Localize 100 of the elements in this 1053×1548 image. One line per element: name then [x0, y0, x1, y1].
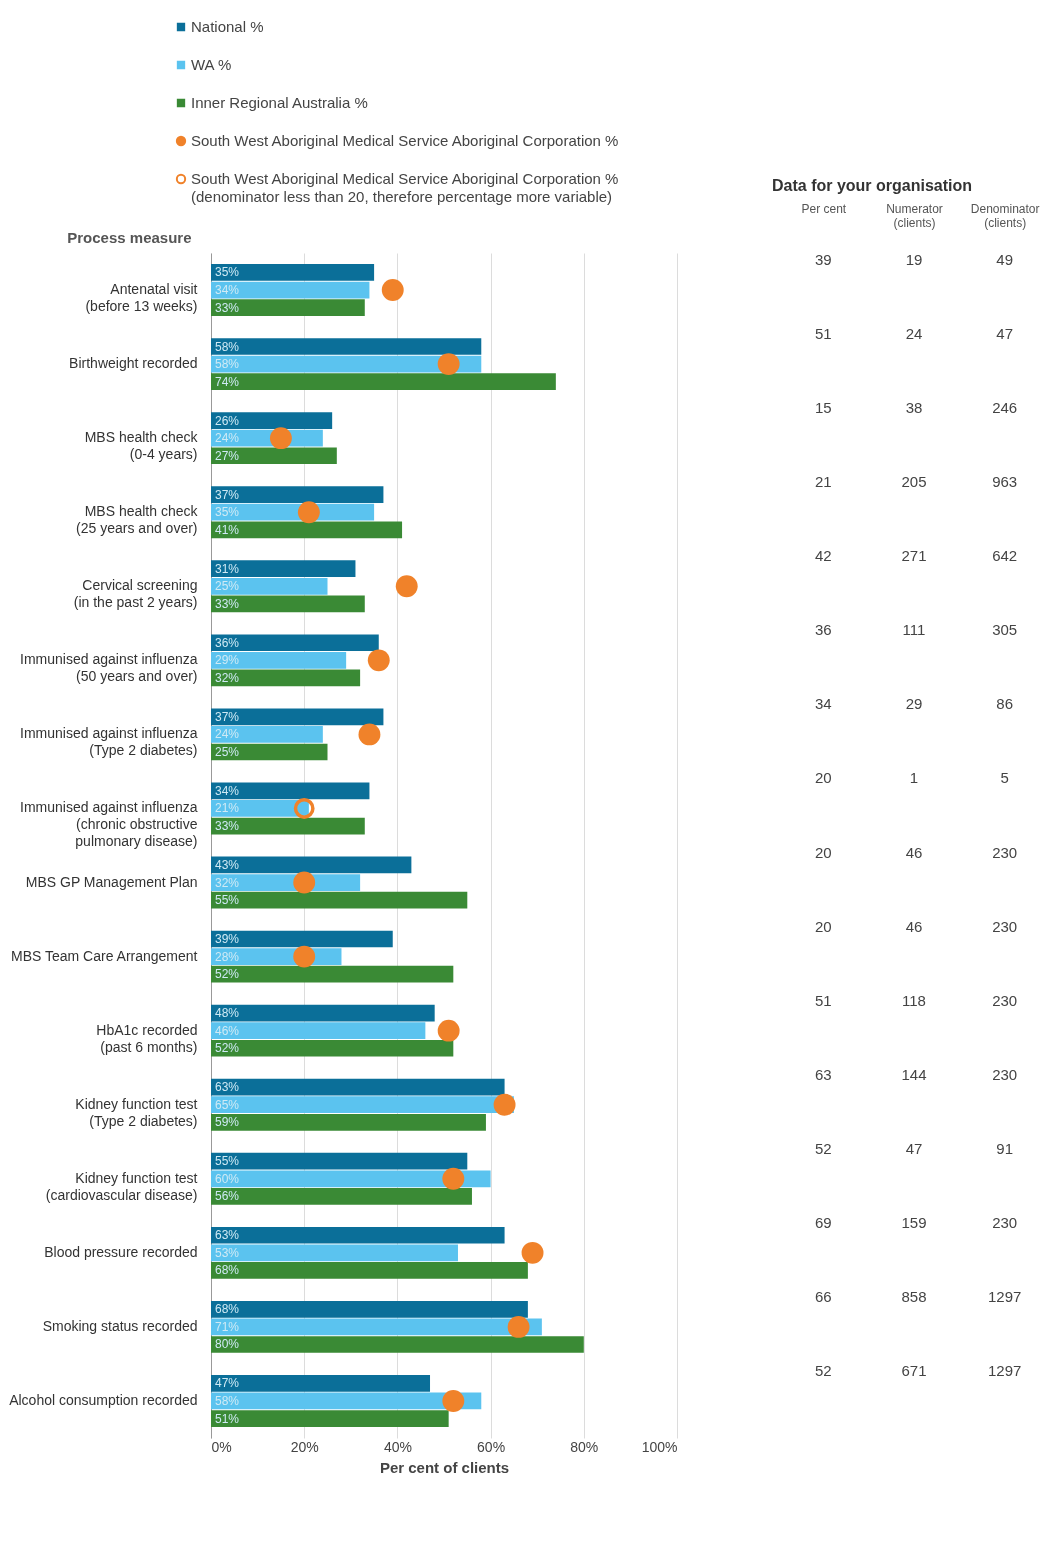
text: 230 [992, 991, 1018, 1009]
data-label: 32% [215, 875, 240, 890]
text: 63 [814, 1065, 832, 1083]
data-label: 35% [215, 265, 240, 280]
category-label: Numerator (clients) [886, 201, 943, 230]
text: 49 [996, 251, 1014, 269]
text: 46 [905, 843, 923, 861]
data-label: 80% [215, 1337, 240, 1352]
point [442, 1167, 465, 1190]
data-label: 33% [215, 300, 240, 315]
text: 205 [901, 473, 927, 491]
data-label: 31% [215, 561, 240, 576]
text: 69 [814, 1213, 832, 1231]
data-label: 55% [215, 1154, 240, 1169]
category-label: Denominator (clients) [970, 201, 1040, 230]
data-label: 36% [215, 635, 240, 650]
data-label: 43% [215, 857, 240, 872]
text: 111 [902, 621, 926, 639]
point [293, 945, 316, 968]
data-label: 24% [215, 431, 240, 446]
x-axis-title: Per cent of clients [379, 1458, 510, 1476]
data-label: 32% [215, 670, 240, 685]
data-label: 47% [215, 1376, 240, 1391]
data-label: 58% [215, 357, 240, 372]
text: Data for your organisation [772, 177, 973, 194]
y-tick-label: HbA1c recorded (past 6 months) [96, 1021, 198, 1055]
text: 91 [996, 1139, 1014, 1157]
data-label: 51% [215, 1411, 240, 1426]
point [521, 1241, 544, 1264]
data-label: 37% [215, 487, 240, 502]
y-tick-label: MBS health check (0-4 years) [84, 429, 199, 463]
x-tick-label: 100% [641, 1438, 678, 1455]
text: 51 [814, 325, 832, 343]
text: 47 [996, 325, 1014, 343]
data-label: 39% [215, 932, 240, 947]
point [367, 649, 390, 672]
data-label: 58% [215, 339, 240, 354]
y-tick-label: Antenatal visit (before 13 weeks) [85, 281, 198, 315]
data-label: 53% [215, 1245, 240, 1260]
data-label: 58% [215, 1393, 240, 1408]
text: 271 [901, 547, 927, 565]
data-label: 28% [215, 949, 240, 964]
data-label: 63% [215, 1228, 240, 1243]
data-label: 33% [215, 596, 240, 611]
text: 36 [814, 621, 832, 639]
text: 144 [901, 1065, 927, 1083]
text: 47 [905, 1139, 923, 1157]
data-label: 48% [215, 1006, 240, 1021]
data-label: 29% [215, 653, 240, 668]
text: 39 [814, 251, 832, 269]
text: 5 [1000, 769, 1009, 787]
point [381, 279, 404, 301]
y-tick-label: MBS health check (25 years and over) [76, 503, 199, 537]
text: 1297 [987, 1361, 1022, 1379]
data-label: 34% [215, 283, 240, 298]
point [442, 1390, 465, 1412]
text: 20 [814, 769, 832, 787]
y-axis-title: Process measure [67, 228, 192, 246]
y-tick-label: MBS Team Care Arrangement [11, 947, 198, 964]
text: 230 [992, 917, 1018, 935]
text: 20 [814, 917, 832, 935]
legend-label: National % [191, 18, 264, 35]
y-tick-label: Smoking status recorded [42, 1317, 198, 1334]
text: 159 [901, 1213, 927, 1231]
text: 963 [992, 473, 1018, 491]
data-label: 21% [215, 801, 240, 816]
legend-label: Inner Regional Australia % [191, 94, 368, 111]
y-tick-label: Immunised against influenza (Type 2 diabetes) [20, 725, 198, 759]
data-label: 25% [215, 744, 240, 759]
point [507, 1315, 530, 1338]
x-tick-label: 0% [211, 1438, 232, 1455]
data-label: 24% [215, 727, 240, 742]
data-label: 41% [215, 522, 240, 537]
text: 42 [814, 547, 832, 565]
text: 21 [814, 473, 832, 491]
y-tick-label: Immunised against influenza (50 years and over) [20, 651, 198, 685]
data-label: 74% [215, 374, 240, 389]
category-label: Per cent [801, 201, 847, 216]
text: 246 [992, 399, 1018, 417]
text: 305 [992, 621, 1018, 639]
point [293, 798, 315, 819]
text: 230 [992, 843, 1018, 861]
text: 230 [992, 1065, 1018, 1083]
text: 38 [905, 399, 923, 417]
data-label: 33% [215, 819, 240, 834]
legend-label: South West Aboriginal Medical Service Aboriginal Corporation % [191, 132, 619, 149]
data-label: 55% [215, 893, 240, 908]
data-label: 60% [215, 1171, 240, 1186]
data-label: 52% [215, 967, 240, 982]
data-label: 27% [215, 448, 240, 463]
x-tick-label: 20% [290, 1438, 319, 1455]
point [437, 353, 460, 376]
y-tick-label: Kidney function test (cardiovascular disease) [45, 1169, 198, 1203]
y-tick-label: Cervical screening (in the past 2 years) [73, 577, 198, 611]
text: 34 [814, 695, 832, 713]
text: 20 [814, 843, 832, 861]
y-tick-label: Blood pressure recorded [44, 1243, 198, 1260]
x-tick-label: 40% [383, 1438, 412, 1455]
data-label: 25% [215, 579, 240, 594]
text: 230 [992, 1213, 1018, 1231]
